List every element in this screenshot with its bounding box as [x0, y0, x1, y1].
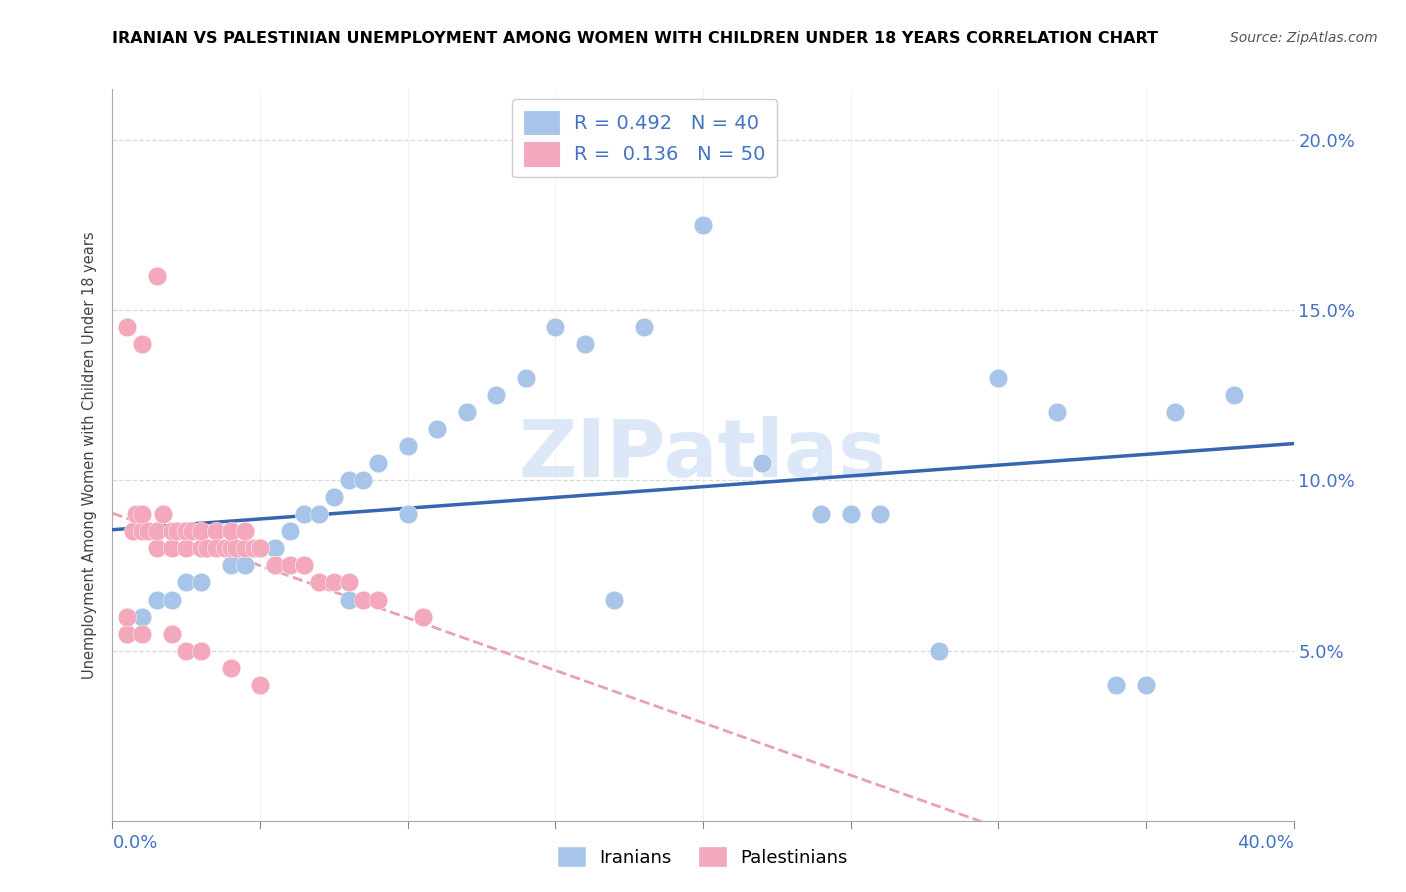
Point — [243, 541, 266, 556]
Legend: Iranians, Palestinians: Iranians, Palestinians — [551, 840, 855, 874]
Point — [195, 541, 218, 556]
Point — [131, 508, 153, 522]
Point — [214, 541, 236, 556]
Point — [367, 592, 389, 607]
Point — [411, 609, 433, 624]
Point — [122, 524, 145, 539]
Text: IRANIAN VS PALESTINIAN UNEMPLOYMENT AMONG WOMEN WITH CHILDREN UNDER 18 YEARS COR: IRANIAN VS PALESTINIAN UNEMPLOYMENT AMON… — [112, 31, 1159, 46]
Point — [515, 371, 537, 385]
Point — [810, 508, 832, 522]
Point — [174, 575, 197, 590]
Point — [292, 558, 315, 573]
Point — [131, 626, 153, 640]
Point — [323, 575, 346, 590]
Text: ZIPatlas: ZIPatlas — [519, 416, 887, 494]
Point — [125, 508, 148, 522]
Point — [117, 320, 138, 334]
Point — [308, 575, 330, 590]
Point — [166, 524, 188, 539]
Point — [131, 609, 153, 624]
Point — [146, 592, 169, 607]
Point — [337, 592, 360, 607]
Point — [869, 508, 891, 522]
Point — [396, 508, 419, 522]
Point — [160, 592, 183, 607]
Point — [131, 524, 153, 539]
Point — [249, 541, 271, 556]
Point — [544, 320, 567, 334]
Point — [233, 524, 256, 539]
Point — [1105, 677, 1128, 691]
Point — [205, 541, 228, 556]
Point — [160, 626, 183, 640]
Point — [225, 541, 247, 556]
Point — [396, 439, 419, 453]
Point — [146, 269, 169, 284]
Point — [987, 371, 1010, 385]
Point — [131, 337, 153, 351]
Point — [249, 677, 271, 691]
Legend: R = 0.492   N = 40, R =  0.136   N = 50: R = 0.492 N = 40, R = 0.136 N = 50 — [512, 99, 778, 178]
Point — [751, 457, 773, 471]
Point — [574, 337, 596, 351]
Point — [352, 474, 374, 488]
Point — [190, 575, 212, 590]
Point — [278, 524, 301, 539]
Point — [264, 558, 287, 573]
Point — [633, 320, 655, 334]
Point — [603, 592, 626, 607]
Point — [219, 524, 242, 539]
Point — [160, 524, 183, 539]
Point — [136, 524, 159, 539]
Point — [292, 508, 315, 522]
Point — [839, 508, 862, 522]
Point — [308, 508, 330, 522]
Point — [160, 541, 183, 556]
Point — [278, 558, 301, 573]
Point — [692, 219, 714, 233]
Point — [219, 558, 242, 573]
Point — [117, 609, 138, 624]
Point — [190, 643, 212, 657]
Point — [219, 541, 242, 556]
Point — [264, 558, 287, 573]
Point — [117, 626, 138, 640]
Point — [264, 541, 287, 556]
Text: 40.0%: 40.0% — [1237, 834, 1294, 852]
Point — [337, 575, 360, 590]
Point — [146, 541, 169, 556]
Point — [233, 558, 256, 573]
Point — [233, 541, 256, 556]
Point — [1223, 388, 1246, 402]
Point — [485, 388, 508, 402]
Point — [367, 457, 389, 471]
Text: Source: ZipAtlas.com: Source: ZipAtlas.com — [1230, 31, 1378, 45]
Point — [190, 541, 212, 556]
Point — [426, 422, 449, 436]
Point — [249, 541, 271, 556]
Point — [928, 643, 950, 657]
Point — [152, 508, 174, 522]
Point — [174, 541, 197, 556]
Point — [190, 524, 212, 539]
Point — [323, 491, 346, 505]
Point — [205, 524, 228, 539]
Point — [181, 524, 204, 539]
Point — [337, 474, 360, 488]
Point — [219, 660, 242, 674]
Point — [1046, 405, 1069, 419]
Point — [352, 592, 374, 607]
Point — [174, 524, 197, 539]
Point — [292, 558, 315, 573]
Text: 0.0%: 0.0% — [112, 834, 157, 852]
Point — [456, 405, 478, 419]
Point — [1164, 405, 1187, 419]
Point — [117, 626, 138, 640]
Y-axis label: Unemployment Among Women with Children Under 18 years: Unemployment Among Women with Children U… — [82, 231, 97, 679]
Point — [174, 643, 197, 657]
Point — [249, 541, 271, 556]
Point — [1135, 677, 1157, 691]
Point — [146, 524, 169, 539]
